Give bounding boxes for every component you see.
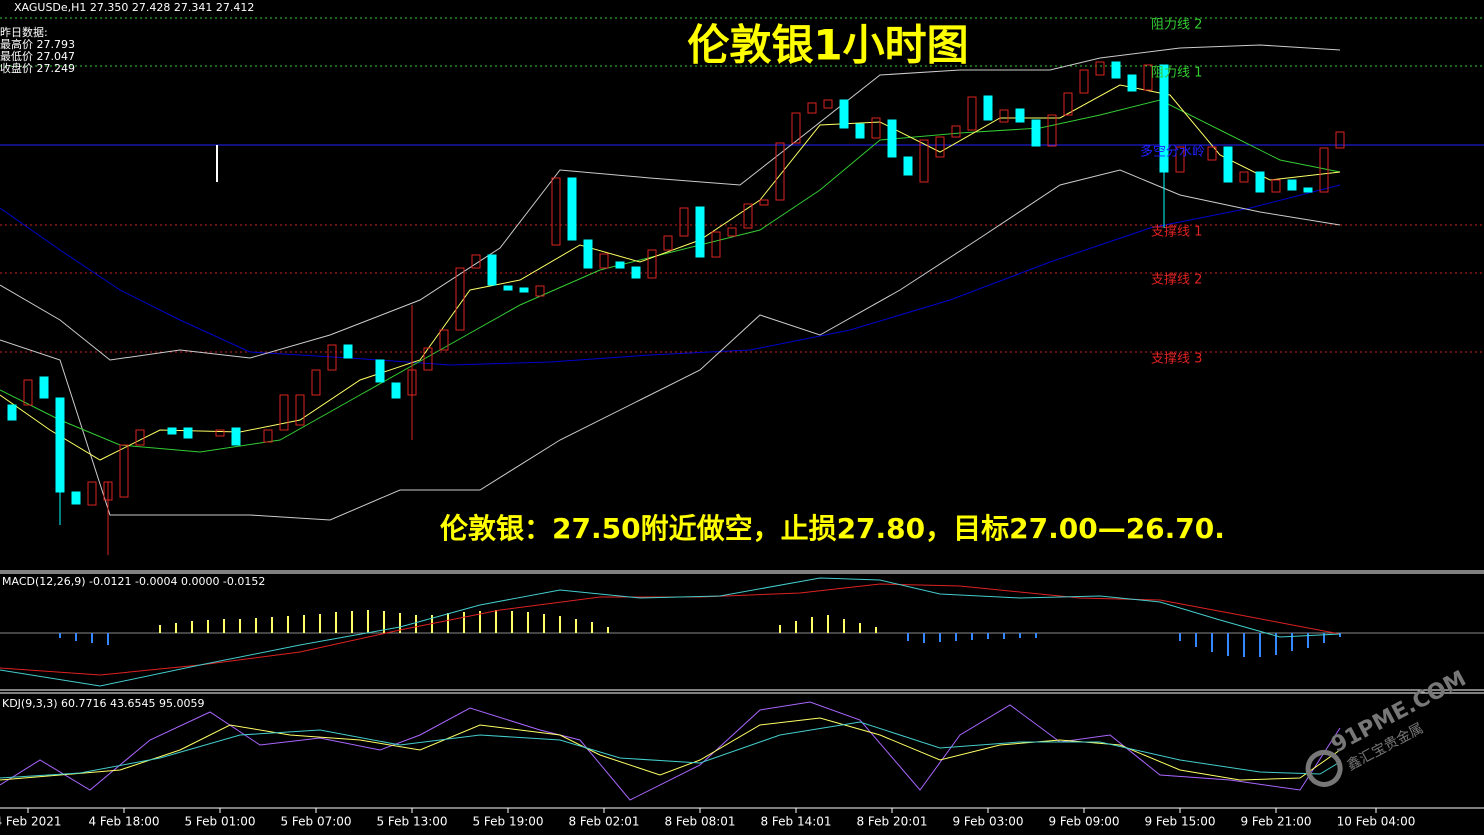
x-tick-label: 8 Feb 20:01	[856, 815, 927, 829]
previous-day-high: 最高价 27.793	[0, 37, 75, 51]
x-tick-label: 5 Feb 19:00	[472, 815, 543, 829]
x-tick-label: 8 Feb 08:01	[664, 815, 735, 829]
x-tick-label: 10 Feb 04:00	[1337, 815, 1416, 829]
candles	[7, 61, 1345, 555]
x-tick-label: 8 Feb 14:01	[760, 815, 831, 829]
x-tick-label: 5 Feb 01:00	[184, 815, 255, 829]
x-tick-label: 5 Feb 07:00	[280, 815, 351, 829]
trade-note: 伦敦银：27.50附近做空，止损27.80，目标27.00—26.70.	[440, 512, 1225, 545]
previous-day-label: 昨日数据:	[0, 25, 48, 39]
panel-borders	[0, 570, 1484, 809]
x-tick-label: 8 Feb 02:01	[568, 815, 639, 829]
chart-title: 伦敦银1小时图	[687, 21, 968, 70]
x-tick-label: 9 Feb 21:00	[1240, 815, 1311, 829]
support-3: 支撑线 3	[1151, 352, 1202, 367]
kdj-panel	[0, 701, 1341, 801]
previous-day-close: 收盘价 27.249	[0, 61, 75, 75]
resistance-1: 阻力线 1	[1151, 66, 1202, 81]
macd-label: MACD(12,26,9) -0.0121 -0.0004 0.0000 -0.…	[2, 575, 265, 588]
x-tick-label: 9 Feb 03:00	[952, 815, 1023, 829]
x-tick-label: 9 Feb 09:00	[1048, 815, 1119, 829]
x-axis: 4 Feb 2021 4 Feb 18:00 5 Feb 01:00 5 Feb 07…	[0, 808, 1415, 829]
symbol-header: XAGUSDe,H1 27.350 27.428 27.341 27.412	[14, 1, 254, 14]
macd-panel	[0, 577, 1484, 687]
x-tick-label: 4 Feb 2021	[0, 815, 62, 829]
pivot-level: 多空分水岭	[1140, 144, 1205, 160]
x-tick-label: 4 Feb 18:00	[88, 815, 159, 829]
support-2: 支撑线 2	[1151, 273, 1202, 288]
x-tick-label: 9 Feb 15:00	[1144, 815, 1215, 829]
resistance-2: 阻力线 2	[1151, 18, 1202, 33]
previous-day-low: 最低价 27.047	[0, 50, 75, 63]
x-tick-label: 5 Feb 13:00	[376, 815, 447, 829]
level-lines	[0, 17, 1484, 353]
support-1: 支撑线 1	[1151, 225, 1202, 240]
kdj-label: KDJ(9,3,3) 60.7716 43.6545 95.0059	[2, 697, 204, 710]
